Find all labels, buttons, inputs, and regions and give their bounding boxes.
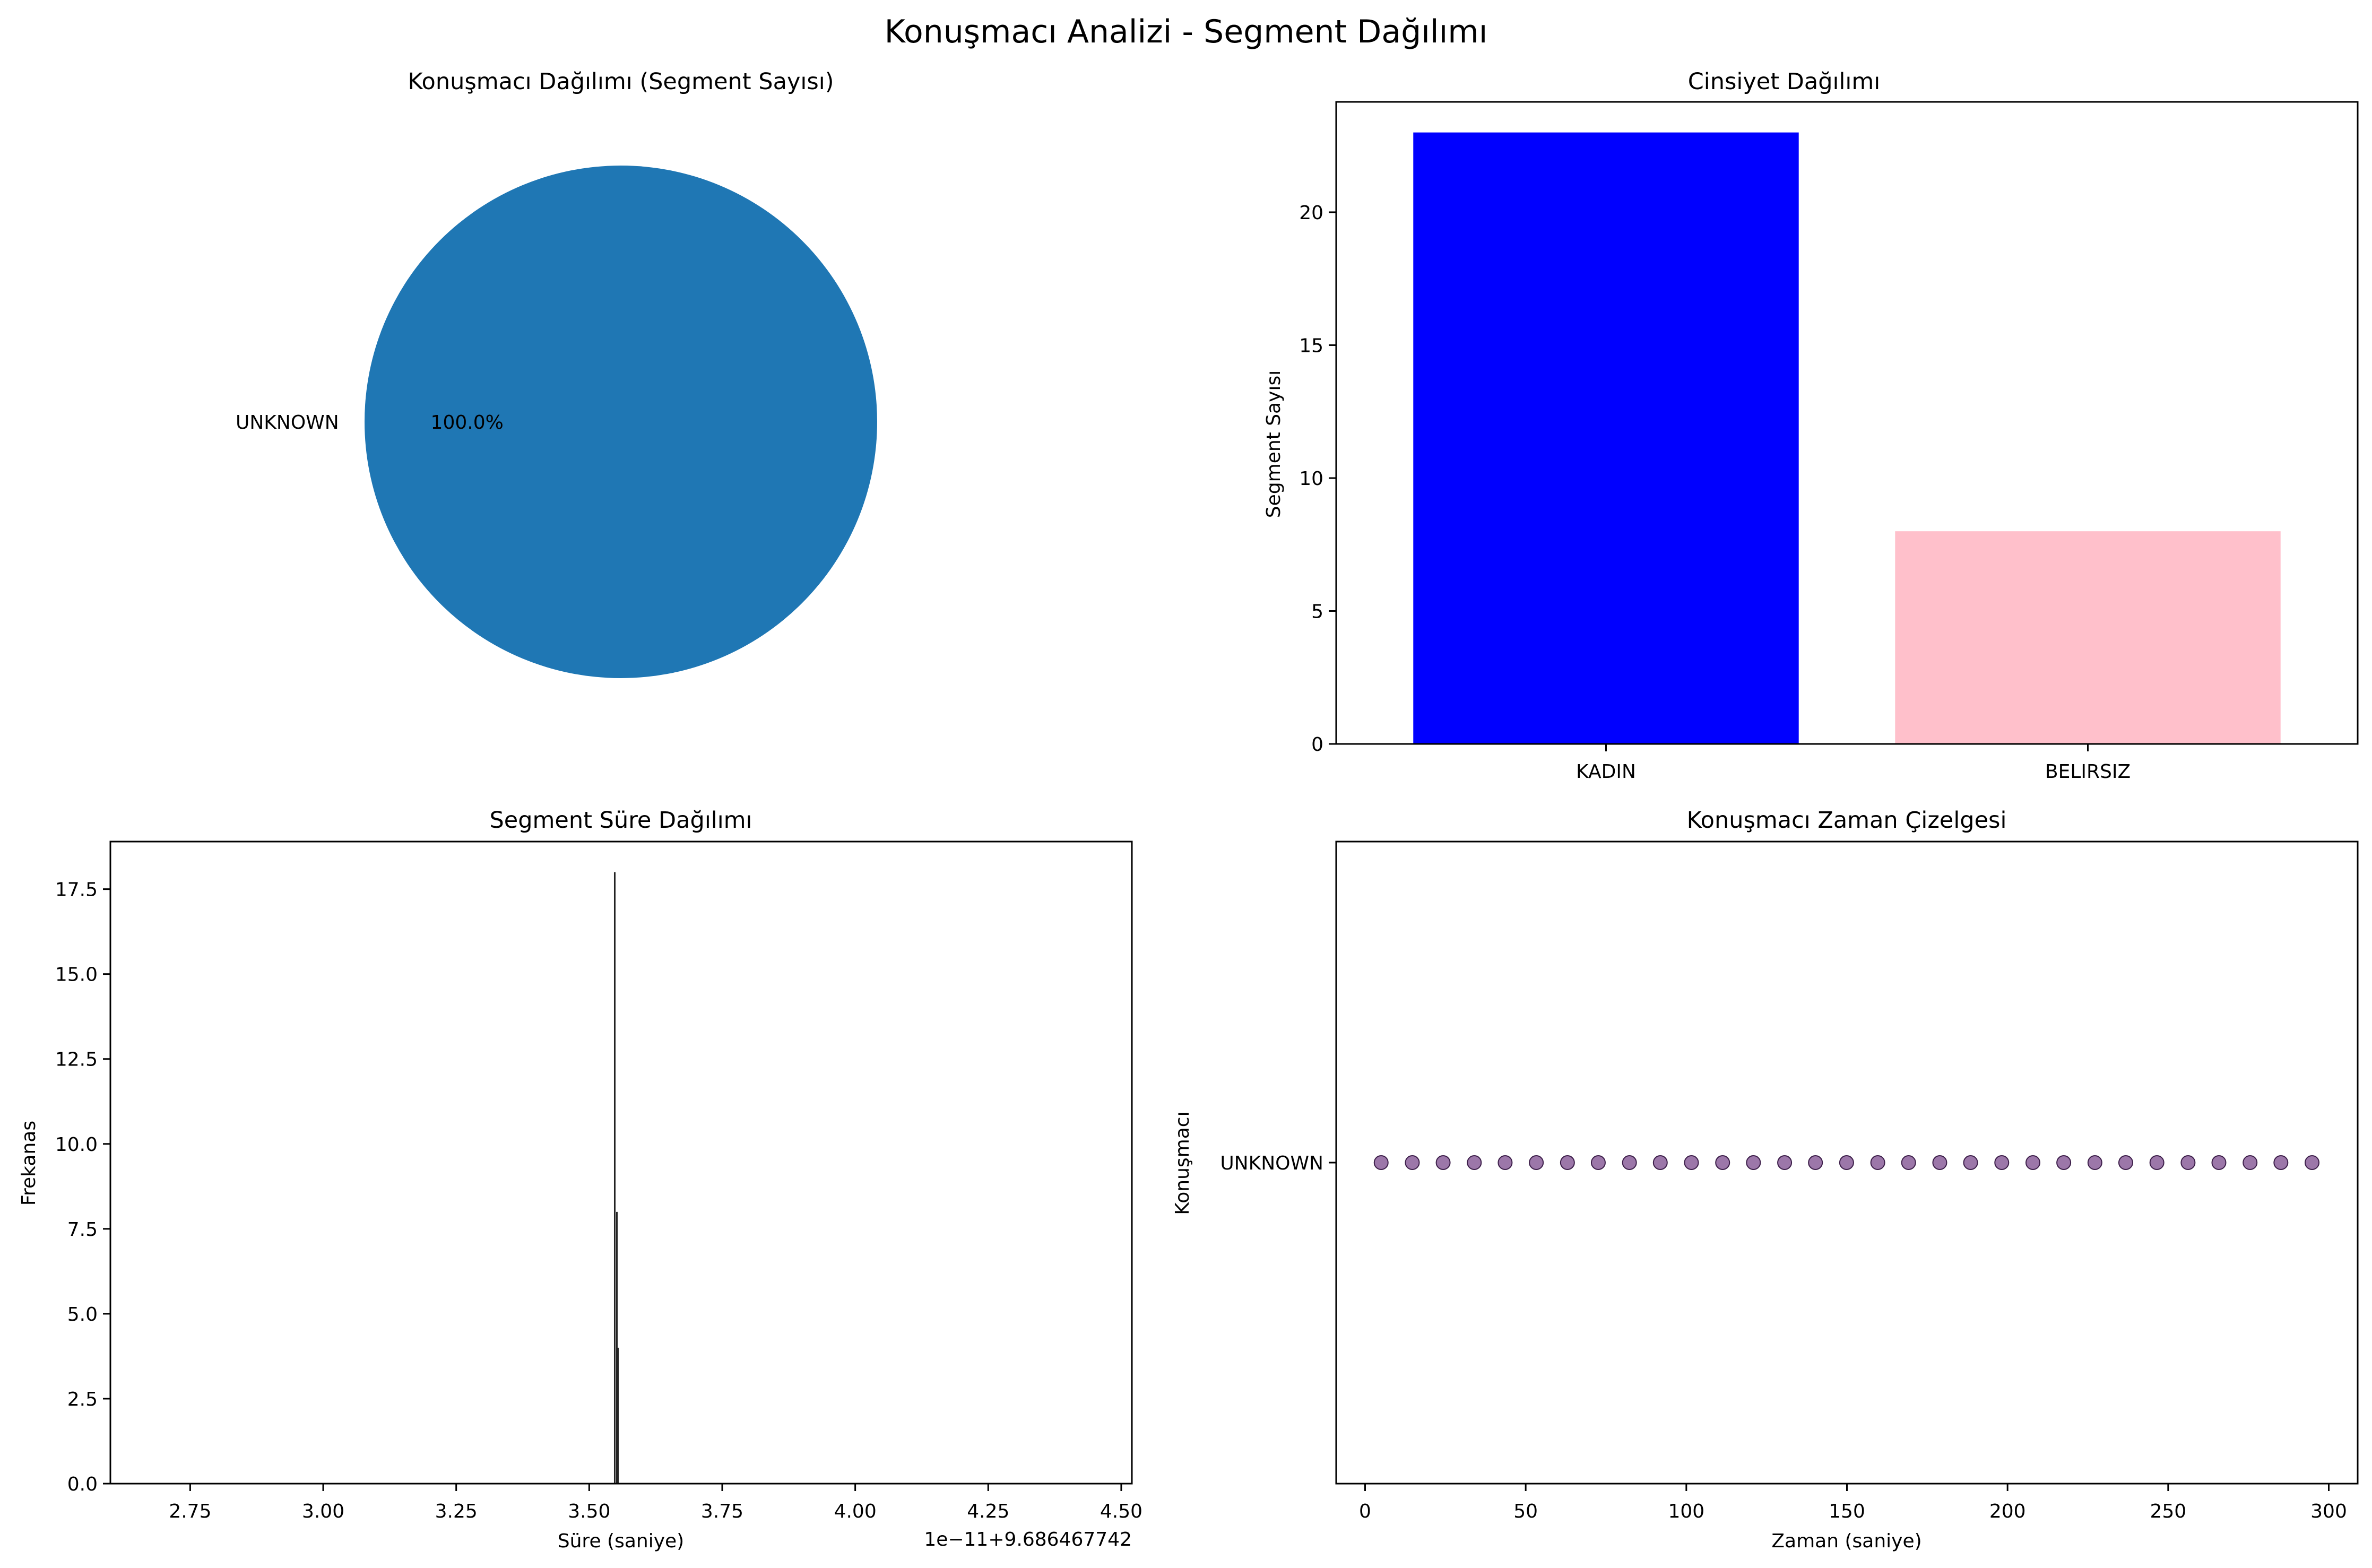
scatter-point: [2118, 1155, 2133, 1170]
y-tick-label: 17.5: [55, 879, 98, 901]
y-tick-label: 0: [1311, 734, 1323, 756]
x-tick-label: 100: [1668, 1501, 1704, 1522]
x-tick-label: 4.00: [834, 1501, 877, 1522]
scatter-point: [1932, 1155, 1947, 1170]
bar-chart-frame: [1335, 101, 2359, 745]
scatter-point: [2211, 1155, 2227, 1170]
scatter-point: [1529, 1155, 1544, 1170]
x-tick-label: 3.25: [435, 1501, 478, 1522]
pie-slice-unknown: [365, 166, 877, 678]
x-tick-label: BELIRSIZ: [2045, 761, 2131, 783]
scatter-point: [1467, 1155, 1482, 1170]
scatter-point: [1622, 1155, 1637, 1170]
bar-chart-title: Cinsiyet Dağılımı: [1688, 68, 1880, 95]
scatter-xlabel: Zaman (saniye): [1771, 1530, 1921, 1552]
timeline-scatter-panel: Konuşmacı Zaman Çizelgesi Konuşmacı Zama…: [1172, 807, 2359, 1552]
scatter-point: [1590, 1155, 1606, 1170]
bar-kadin: [1413, 132, 1799, 744]
x-tick-label: KADIN: [1576, 761, 1636, 783]
y-tick-label: 0.0: [67, 1474, 98, 1495]
duration-histogram-panel: Segment Süre Dağılımı Frekanas Süre (san…: [18, 807, 1142, 1552]
y-tick-label: 5: [1311, 601, 1323, 622]
x-tick-label: 0: [1359, 1501, 1371, 1522]
scatter-point: [1963, 1155, 1978, 1170]
x-tick-label: 4.25: [967, 1501, 1009, 1522]
y-tick-label: 15: [1299, 335, 1323, 357]
x-tick-label: 250: [2150, 1501, 2186, 1522]
scatter-point: [1715, 1155, 1730, 1170]
scatter-point: [1435, 1155, 1451, 1170]
y-tick-label: 12.5: [55, 1049, 98, 1071]
scatter-title: Konuşmacı Zaman Çizelgesi: [1687, 807, 2007, 834]
scatter-point: [1373, 1155, 1389, 1170]
histogram-ylabel: Frekanas: [18, 1121, 40, 1206]
y-tick-label: 2.5: [67, 1389, 98, 1410]
x-tick-label: 200: [1989, 1501, 2026, 1522]
scatter-point: [2025, 1155, 2040, 1170]
scatter-point: [2149, 1155, 2165, 1170]
scatter-point: [1560, 1155, 1575, 1170]
x-tick-label: 4.50: [1100, 1501, 1142, 1522]
scatter-point: [1901, 1155, 1916, 1170]
y-tick-label: 10.0: [55, 1134, 98, 1156]
scatter-point: [2305, 1155, 2320, 1170]
histogram-xlabel: Süre (saniye): [558, 1530, 684, 1552]
scatter-point: [1405, 1155, 1420, 1170]
scatter-point: [2243, 1155, 2258, 1170]
pie-chart-panel: Konuşmacı Dağılımı (Segment Sayısı) UNKN…: [236, 68, 877, 678]
scatter-point: [1808, 1155, 1823, 1170]
scatter-point: [2087, 1155, 2102, 1170]
scatter-point: [1746, 1155, 1761, 1170]
y-tick-label: 20: [1299, 202, 1323, 224]
scatter-ylabel: Konuşmacı: [1172, 1111, 1193, 1215]
histogram-offset-label: 1e−11+9.686467742: [924, 1529, 1132, 1550]
x-tick-label: 50: [1513, 1501, 1538, 1522]
scatter-point: [1839, 1155, 1854, 1170]
pie-slice-label: UNKNOWN: [236, 412, 339, 434]
y-tick-label: 10: [1299, 468, 1323, 490]
gender-bar-chart-panel: Cinsiyet Dağılımı Segment Sayısı KADIN BE…: [1263, 68, 2359, 783]
x-tick-label: 150: [1829, 1501, 1865, 1522]
x-tick-label: 3.50: [568, 1501, 610, 1522]
pie-chart-title: Konuşmacı Dağılımı (Segment Sayısı): [408, 68, 834, 95]
scatter-frame: [1335, 841, 2359, 1485]
scatter-point: [2180, 1155, 2196, 1170]
pie-pct-label: 100.0%: [431, 412, 504, 434]
x-tick-label: 3.75: [701, 1501, 743, 1522]
figure-suptitle: Konuşmacı Analizi - Segment Dağılımı: [885, 13, 1488, 50]
x-tick-label: 300: [2310, 1501, 2347, 1522]
y-tick-label: 15.0: [55, 964, 98, 986]
y-tick-label: 7.5: [67, 1219, 98, 1241]
histogram-frame: [109, 841, 1133, 1485]
scatter-point: [1684, 1155, 1699, 1170]
scatter-point: [1777, 1155, 1793, 1170]
scatter-point: [1497, 1155, 1513, 1170]
scatter-point: [1994, 1155, 2010, 1170]
x-tick-label: 3.00: [302, 1501, 344, 1522]
y-tick-label: UNKNOWN: [1220, 1153, 1323, 1174]
bar-belirsiz: [1895, 531, 2281, 744]
y-tick-label: 5.0: [67, 1304, 98, 1326]
x-tick-label: 2.75: [169, 1501, 211, 1522]
histogram-title: Segment Süre Dağılımı: [489, 807, 752, 834]
scatter-point: [2273, 1155, 2289, 1170]
scatter-point: [1870, 1155, 1885, 1170]
bar-chart-ylabel: Segment Sayısı: [1263, 370, 1285, 518]
scatter-point: [1652, 1155, 1668, 1170]
scatter-point: [2056, 1155, 2072, 1170]
